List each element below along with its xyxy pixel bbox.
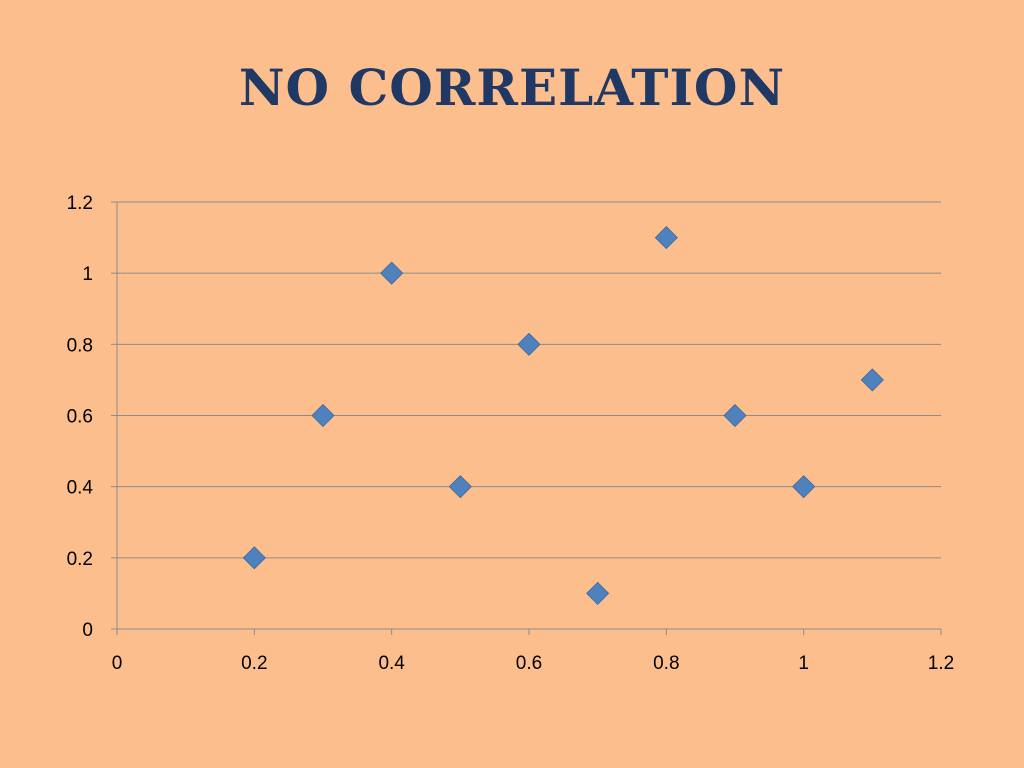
x-tick-label: 0.8 [653,653,679,674]
y-tick-label: 1 [82,264,93,285]
gridlines [117,201,941,559]
data-point-marker [517,332,541,356]
axes [111,201,942,635]
y-tick-label: 0.6 [67,407,93,428]
x-tick-label: 0.2 [241,653,267,674]
data-point-marker [586,581,610,605]
x-tick-label: 0 [112,653,123,674]
tick-labels: 0 0.2 0.4 0.6 0.8 1 1.2 0 0.2 0.4 0.6 0.8 1 1.2 [67,193,955,674]
data-point-marker [242,546,266,570]
data-point-marker [654,226,678,250]
y-tick-label: 0.2 [67,549,93,570]
y-tick-label: 0 [82,620,93,641]
data-point-marker [860,368,884,392]
data-point-marker [380,261,404,285]
data-points [242,226,884,605]
data-point-marker [311,403,335,428]
data-point-marker [448,475,472,499]
x-tick-label: 1 [798,653,809,674]
data-point-marker [723,403,747,428]
y-tick-label: 1.2 [67,193,93,214]
data-point-marker [792,475,816,499]
x-tick-label: 0.4 [378,653,405,674]
y-tick-label: 0.8 [67,335,93,356]
x-tick-label: 1.2 [928,653,954,674]
chart-title: NO CORRELATION [238,58,786,117]
x-tick-label: 0.6 [516,653,542,674]
y-tick-label: 0.4 [67,478,94,499]
